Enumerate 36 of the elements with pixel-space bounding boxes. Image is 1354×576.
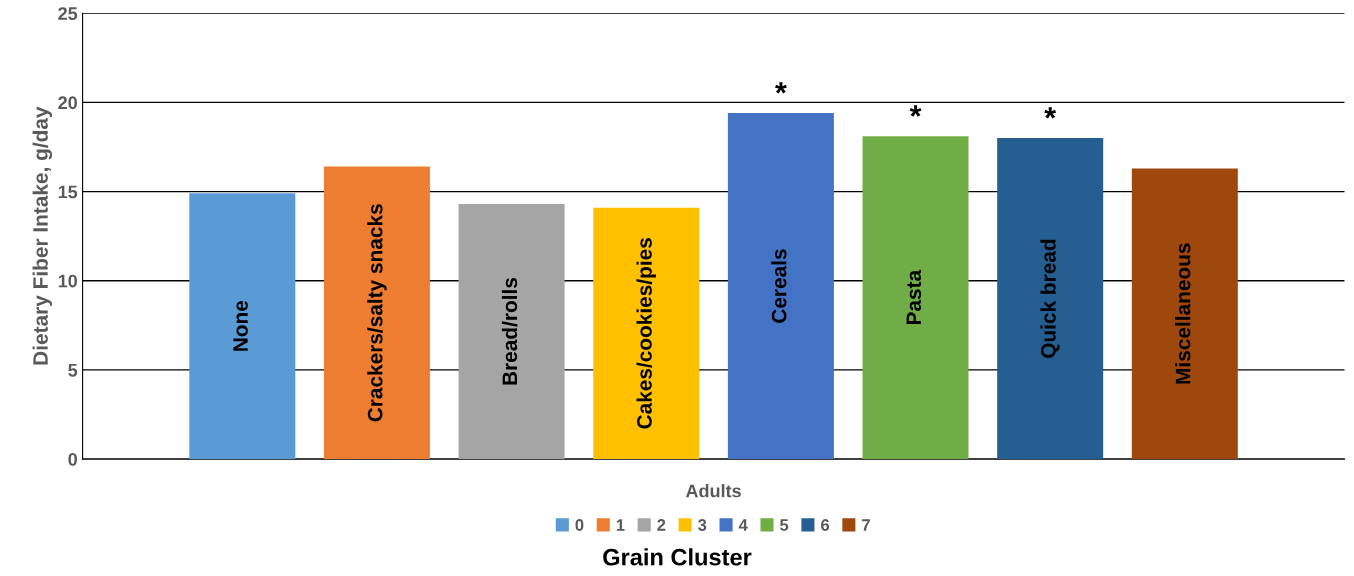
y-axis-title: Dietary Fiber Intake, g/day — [32, 106, 53, 365]
legend-label: 6 — [821, 519, 830, 531]
data-label: Cereals — [771, 249, 787, 323]
data-label: Pasta — [906, 269, 922, 325]
bar — [593, 207, 700, 460]
legend-label: 3 — [698, 519, 707, 531]
data-label: None — [233, 300, 248, 351]
data-label: Miscellaneous — [1175, 243, 1191, 384]
y-tick-label: 25 — [58, 7, 78, 20]
legend-label: 7 — [862, 519, 870, 531]
data-label: Crackers/salty snacks — [367, 204, 387, 422]
legend-label: 5 — [780, 519, 789, 531]
data-label: Cakes/cookies/pies — [636, 238, 656, 429]
bar — [727, 113, 834, 460]
bar — [189, 193, 296, 460]
annotation: * — [1044, 107, 1057, 119]
bar — [862, 136, 969, 460]
y-tick-label: 15 — [58, 185, 78, 199]
y-tick-label: 10 — [58, 274, 77, 288]
y-tick-label: 5 — [68, 364, 78, 377]
bar — [1131, 168, 1238, 460]
legend-label: 4 — [738, 519, 748, 531]
data-label: Quick bread — [1040, 239, 1060, 358]
x-tick-label: Adults — [685, 484, 741, 498]
bar — [458, 204, 565, 460]
y-tick-label: 0 — [68, 453, 77, 466]
legend-label: 1 — [616, 519, 625, 531]
annotation: * — [775, 82, 787, 94]
bar — [997, 138, 1104, 460]
legend-label: 2 — [657, 519, 666, 531]
annotation: * — [909, 105, 922, 117]
data-label: Bread/rolls — [501, 278, 518, 385]
legend-label: 0 — [575, 519, 584, 531]
bar — [323, 166, 430, 460]
x-axis-title: Grain Cluster — [603, 548, 752, 566]
y-tick-label: 20 — [58, 96, 77, 110]
